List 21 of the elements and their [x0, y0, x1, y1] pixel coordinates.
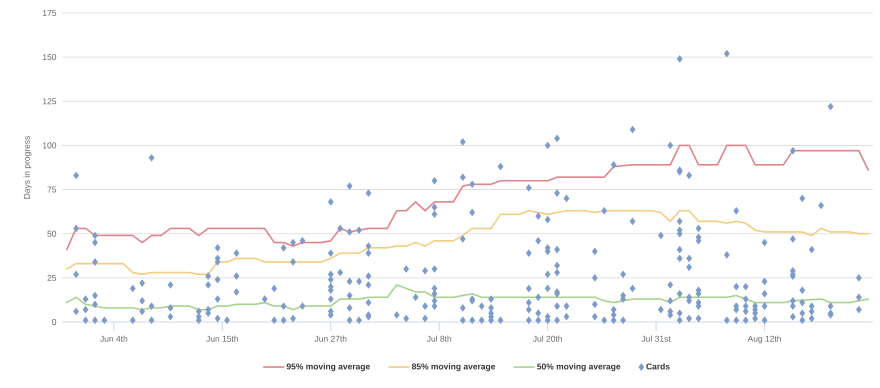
x-tick-label: Aug 12th	[748, 336, 781, 344]
x-tick-label: Jul 8th	[426, 336, 452, 342]
x-tick-label: Jun 4th	[100, 336, 128, 342]
legend-label: Cards	[646, 363, 670, 370]
x-tick-label: Jul 31st	[642, 336, 671, 342]
y-tick-label: 100	[42, 142, 56, 148]
y-tick-label: 0	[52, 319, 56, 325]
legend-label: 95% moving average	[286, 363, 370, 372]
x-tick-label: Jun 27th	[314, 336, 346, 342]
y-tick-label: 150	[42, 54, 56, 60]
y-tick-label: 125	[42, 98, 56, 104]
y-tick-label: 75	[48, 186, 56, 193]
x-tick-label: Jul 20th	[532, 336, 562, 342]
line-series	[66, 144, 870, 250]
legend-label: 50% moving average	[537, 363, 620, 372]
x-tick-label: Jun 15th	[206, 336, 238, 342]
y-tick-label: 175	[42, 10, 56, 16]
y-tick-label: 25	[47, 274, 56, 281]
legend-label: 85% moving average	[412, 363, 496, 372]
y-tick-label: 50	[47, 230, 56, 237]
y-axis-title: Days in progress	[24, 136, 32, 199]
